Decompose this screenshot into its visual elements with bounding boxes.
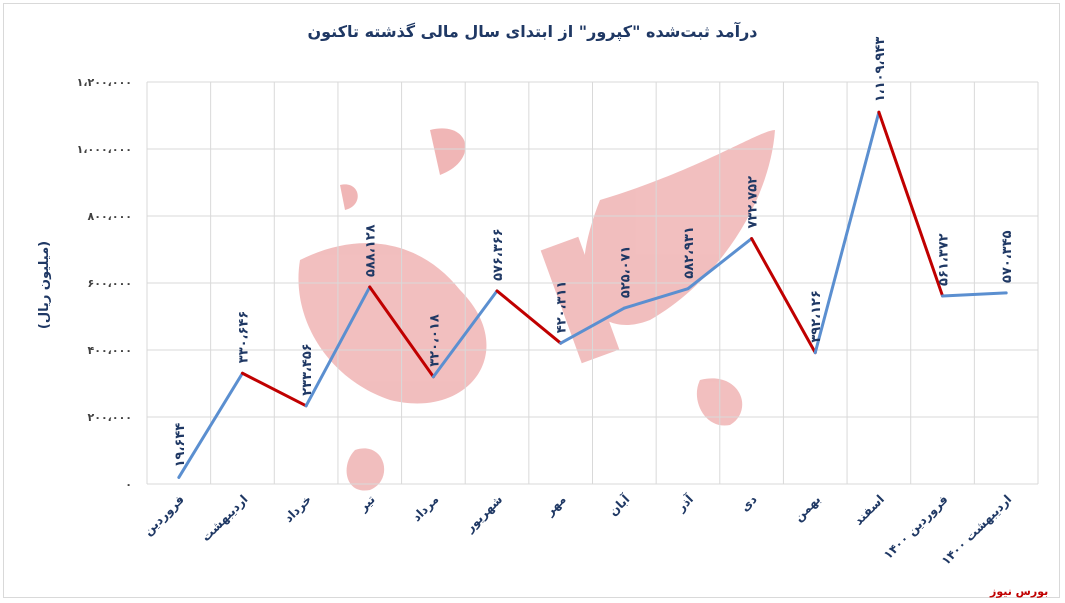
y-tick-label: ۱،۰۰۰،۰۰۰ [77,143,132,156]
data-label: ۵۶۱،۳۷۲ [937,233,952,286]
x-axis-categories: فروردین اردیبهشت خرداد تیر مرداد شهریور مهر آبا… [141,491,1014,568]
y-tick-label: ۲۰۰،۰۰۰ [88,411,132,424]
line-segment [240,371,308,408]
y-tick-label: ۶۰۰،۰۰۰ [88,277,132,290]
data-label: ۵۷۶،۳۶۶ [491,228,506,281]
data-label: ۵۸۸،۱۲۸ [364,224,379,277]
watermark-label: بورس نیوز [990,585,1049,598]
x-category-label: آذر [673,491,697,515]
y-tick-label: ۸۰۰،۰۰۰ [88,210,132,223]
x-category-label: فروردین [141,492,188,539]
series-line [177,110,1008,479]
data-label: ۳۲۰،۰۱۸ [427,314,442,367]
x-category-label: اسفند [851,492,887,528]
y-tick-label: ۰ [125,478,132,491]
data-label: ۵۷۰،۳۴۵ [1000,230,1015,283]
line-segment [559,306,626,345]
x-category-label: آبان [605,491,633,519]
data-label: ۵۲۵،۰۷۱ [618,246,633,299]
x-category-label: مهر [542,492,569,519]
chart-frame [3,3,1060,598]
data-label: ۵۸۲،۹۳۱ [682,226,697,279]
line-segment [431,289,499,379]
line-segment [686,237,754,291]
line-segment [495,289,563,345]
data-label: ۴۲۰،۳۱۱ [555,281,570,334]
x-category-label: تیر [355,492,378,515]
y-axis-label: (میلیون ریال) [37,241,52,329]
x-category-label: اردیبهشت ۱۴۰۰ [939,492,1015,568]
data-label: ۳۹۲،۱۲۶ [809,290,824,343]
y-tick-label: ۱،۲۰۰،۰۰۰ [77,76,132,89]
chart-title: درآمد ثبت‌شده "کپرور" از ابتدای سال مالی… [307,22,758,41]
y-tick-label: ۴۰۰،۰۰۰ [88,344,132,357]
data-label: ۱،۱۰۹،۹۴۳ [873,37,888,102]
line-segment [813,110,881,355]
line-segment [750,237,817,355]
line-segment [368,285,435,379]
y-axis-ticks: ۰ ۲۰۰،۰۰۰ ۴۰۰،۰۰۰ ۶۰۰،۰۰۰ ۸۰۰،۰۰۰ ۱،۰۰۰،۰۰۰ ۱،… [77,76,132,491]
x-category-label: اردیبهشت [199,492,251,544]
data-label: ۳۳۰،۶۴۶ [236,311,251,364]
x-category-label: بهمن [791,492,823,524]
x-category-label: مرداد [409,492,441,524]
x-category-label: فروردین ۱۴۰۰ [881,492,951,562]
x-category-label: دی [738,492,760,514]
line-segment [304,285,372,408]
data-label: ۷۳۲،۷۵۲ [746,176,761,229]
data-label: ۱۹،۶۴۴ [173,423,188,468]
line-segment [877,110,945,298]
data-label: ۲۳۳،۴۵۶ [300,343,315,396]
line-segment [177,371,244,479]
x-category-label: خرداد [281,492,314,525]
data-labels: ۱۹،۶۴۴ ۳۳۰،۶۴۶ ۲۳۳،۴۵۶ ۵۸۸،۱۲۸ ۳۲۰،۰۱۸ ۵۷۶،۳۶… [173,37,1015,468]
grid-lines [146,81,1039,485]
x-category-label: شهریور [462,492,506,536]
watermark-logo [298,128,775,491]
line-segment [622,287,690,310]
line-segment [941,291,1008,298]
